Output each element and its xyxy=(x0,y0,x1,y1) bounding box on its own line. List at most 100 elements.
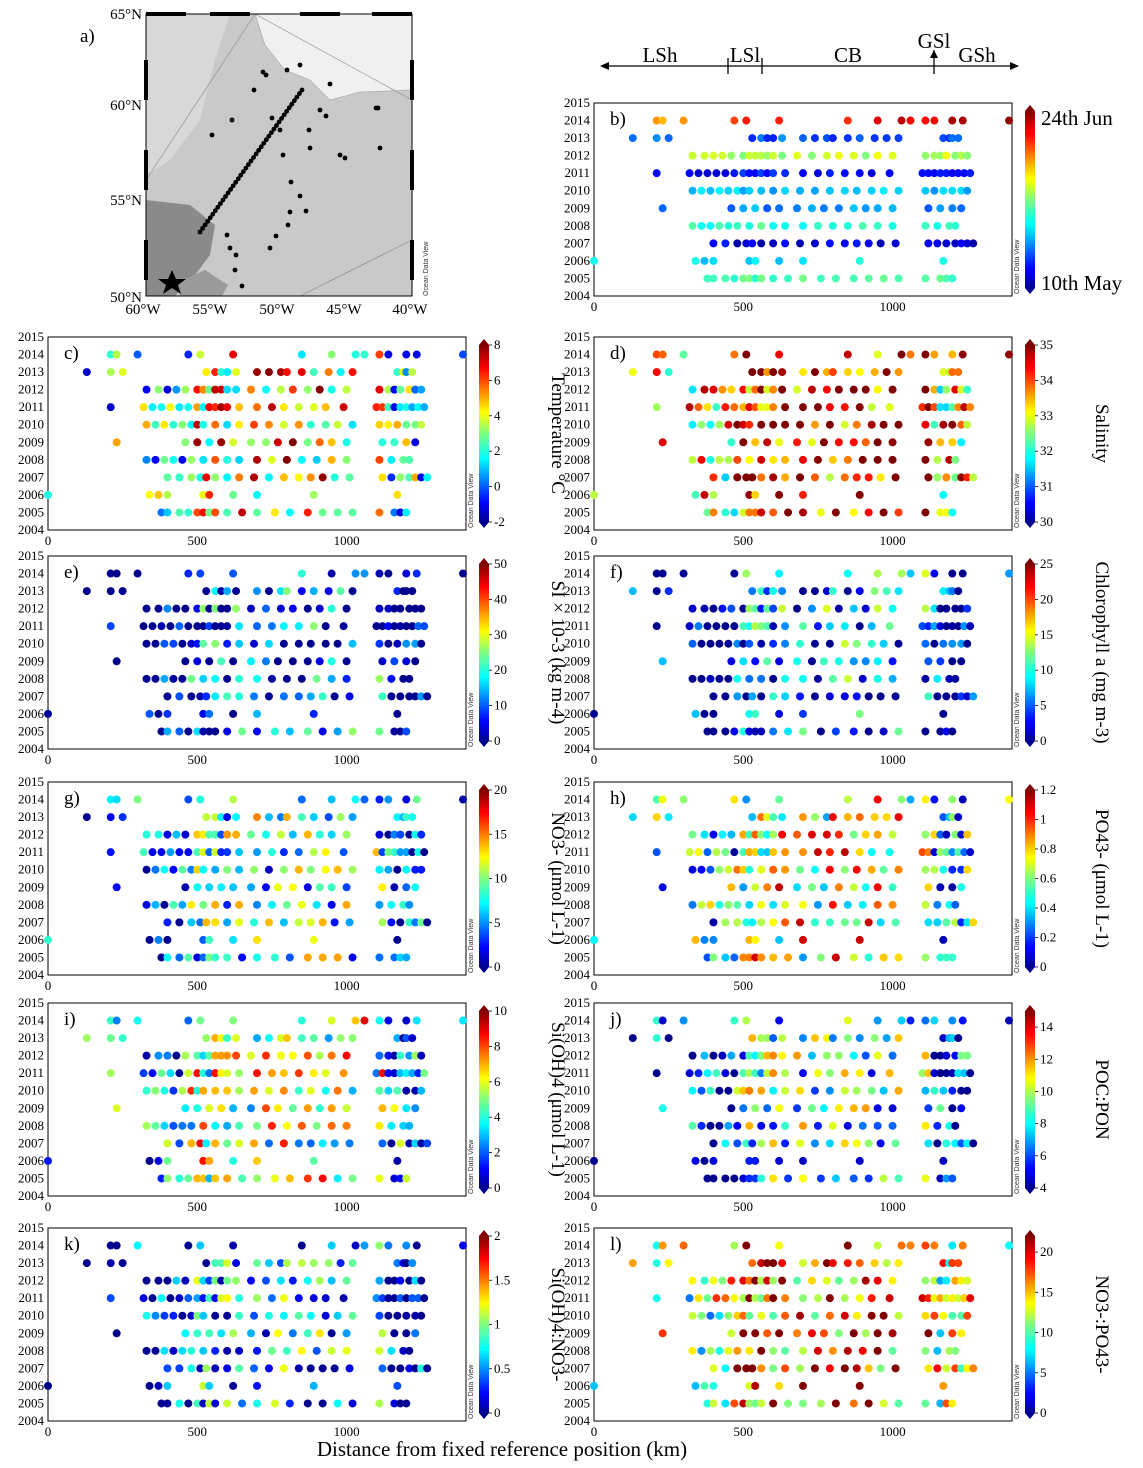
map-lat-label: 55°N xyxy=(110,193,142,209)
data-point xyxy=(778,385,787,394)
data-point xyxy=(825,403,834,412)
data-point xyxy=(145,1156,154,1165)
data-point xyxy=(112,795,121,804)
data-point xyxy=(721,692,730,701)
data-point xyxy=(882,134,891,143)
data-point xyxy=(778,1259,787,1268)
data-point xyxy=(247,385,256,394)
data-point xyxy=(628,1259,637,1268)
data-point xyxy=(658,883,667,892)
data-point xyxy=(327,569,336,578)
data-point xyxy=(652,350,661,359)
data-point xyxy=(345,1364,354,1373)
data-point xyxy=(799,709,807,718)
data-point xyxy=(873,830,882,839)
data-point xyxy=(697,1311,706,1320)
data-point xyxy=(948,1399,957,1408)
y-tick-label: 2012 xyxy=(564,601,590,616)
data-point xyxy=(264,1034,273,1043)
data-point xyxy=(175,1174,184,1183)
data-point xyxy=(951,1121,960,1130)
data-point xyxy=(930,350,939,359)
colorbar-variable-label: Si(OH)4 (μmol L-1) xyxy=(547,1022,568,1177)
data-point xyxy=(321,622,330,631)
data-point xyxy=(813,1294,822,1303)
data-point xyxy=(739,1311,748,1320)
data-point xyxy=(781,692,790,701)
data-point xyxy=(229,1104,238,1113)
data-point xyxy=(160,639,169,648)
colorbar-tick-label: 5 xyxy=(1040,698,1047,713)
data-point xyxy=(810,1034,819,1043)
data-point xyxy=(279,473,288,482)
data-point xyxy=(184,1241,193,1250)
data-point xyxy=(691,1156,700,1165)
data-point xyxy=(828,587,837,596)
y-tick-label: 2007 xyxy=(18,914,45,929)
data-point xyxy=(739,639,748,648)
y-tick-label: 2010 xyxy=(18,636,44,651)
data-point xyxy=(948,1034,957,1043)
data-point xyxy=(318,1139,327,1148)
data-point xyxy=(954,134,963,143)
data-point xyxy=(235,1294,244,1303)
data-point xyxy=(264,692,273,701)
data-point xyxy=(211,508,220,517)
data-point xyxy=(825,473,834,482)
data-point xyxy=(921,865,930,874)
data-point xyxy=(106,1034,115,1043)
data-point xyxy=(936,1399,945,1408)
y-tick-label: 2007 xyxy=(18,1135,45,1150)
data-point xyxy=(885,1069,894,1078)
panel-label: j) xyxy=(609,1009,622,1030)
data-point xyxy=(867,169,876,178)
data-point xyxy=(423,1139,432,1148)
data-point xyxy=(211,865,220,874)
data-point xyxy=(253,813,261,822)
data-point xyxy=(250,692,259,701)
station-marker xyxy=(307,145,313,151)
data-point xyxy=(954,169,963,178)
data-point xyxy=(921,1086,930,1095)
data-point xyxy=(822,1034,831,1043)
data-point xyxy=(775,883,784,892)
data-point xyxy=(745,674,754,683)
data-point xyxy=(261,657,270,666)
data-point xyxy=(954,622,963,631)
data-point xyxy=(933,239,942,248)
y-tick-label: 2009 xyxy=(564,879,590,894)
data-point xyxy=(217,622,226,631)
data-point xyxy=(906,795,915,804)
data-point xyxy=(939,587,948,596)
x-tick-label: 500 xyxy=(734,533,754,548)
data-point xyxy=(724,639,733,648)
data-point xyxy=(154,830,163,839)
data-point xyxy=(781,622,790,631)
data-point xyxy=(303,1174,312,1183)
data-point xyxy=(187,1086,196,1095)
data-point xyxy=(282,1034,291,1043)
panel-label: h) xyxy=(610,788,626,809)
data-point xyxy=(751,508,760,517)
data-point xyxy=(169,674,178,683)
data-point xyxy=(1005,350,1014,359)
data-point xyxy=(739,1051,748,1060)
data-point xyxy=(360,795,369,804)
data-point xyxy=(154,385,163,394)
data-point xyxy=(270,727,279,736)
y-tick-label: 2009 xyxy=(564,1100,590,1115)
data-point xyxy=(327,1121,336,1130)
data-point xyxy=(778,368,787,377)
data-point xyxy=(748,587,757,596)
data-point xyxy=(873,1104,882,1113)
data-point xyxy=(855,1259,864,1268)
data-point xyxy=(828,674,837,683)
data-point xyxy=(229,1381,238,1390)
colorbar-variable-label: NO3-:PO43- xyxy=(1091,1275,1112,1373)
data-point xyxy=(867,186,876,195)
data-point xyxy=(163,1276,172,1285)
data-point xyxy=(229,1016,238,1025)
data-point xyxy=(327,385,336,394)
y-tick-label: 2011 xyxy=(564,399,590,414)
data-point xyxy=(706,1346,715,1355)
